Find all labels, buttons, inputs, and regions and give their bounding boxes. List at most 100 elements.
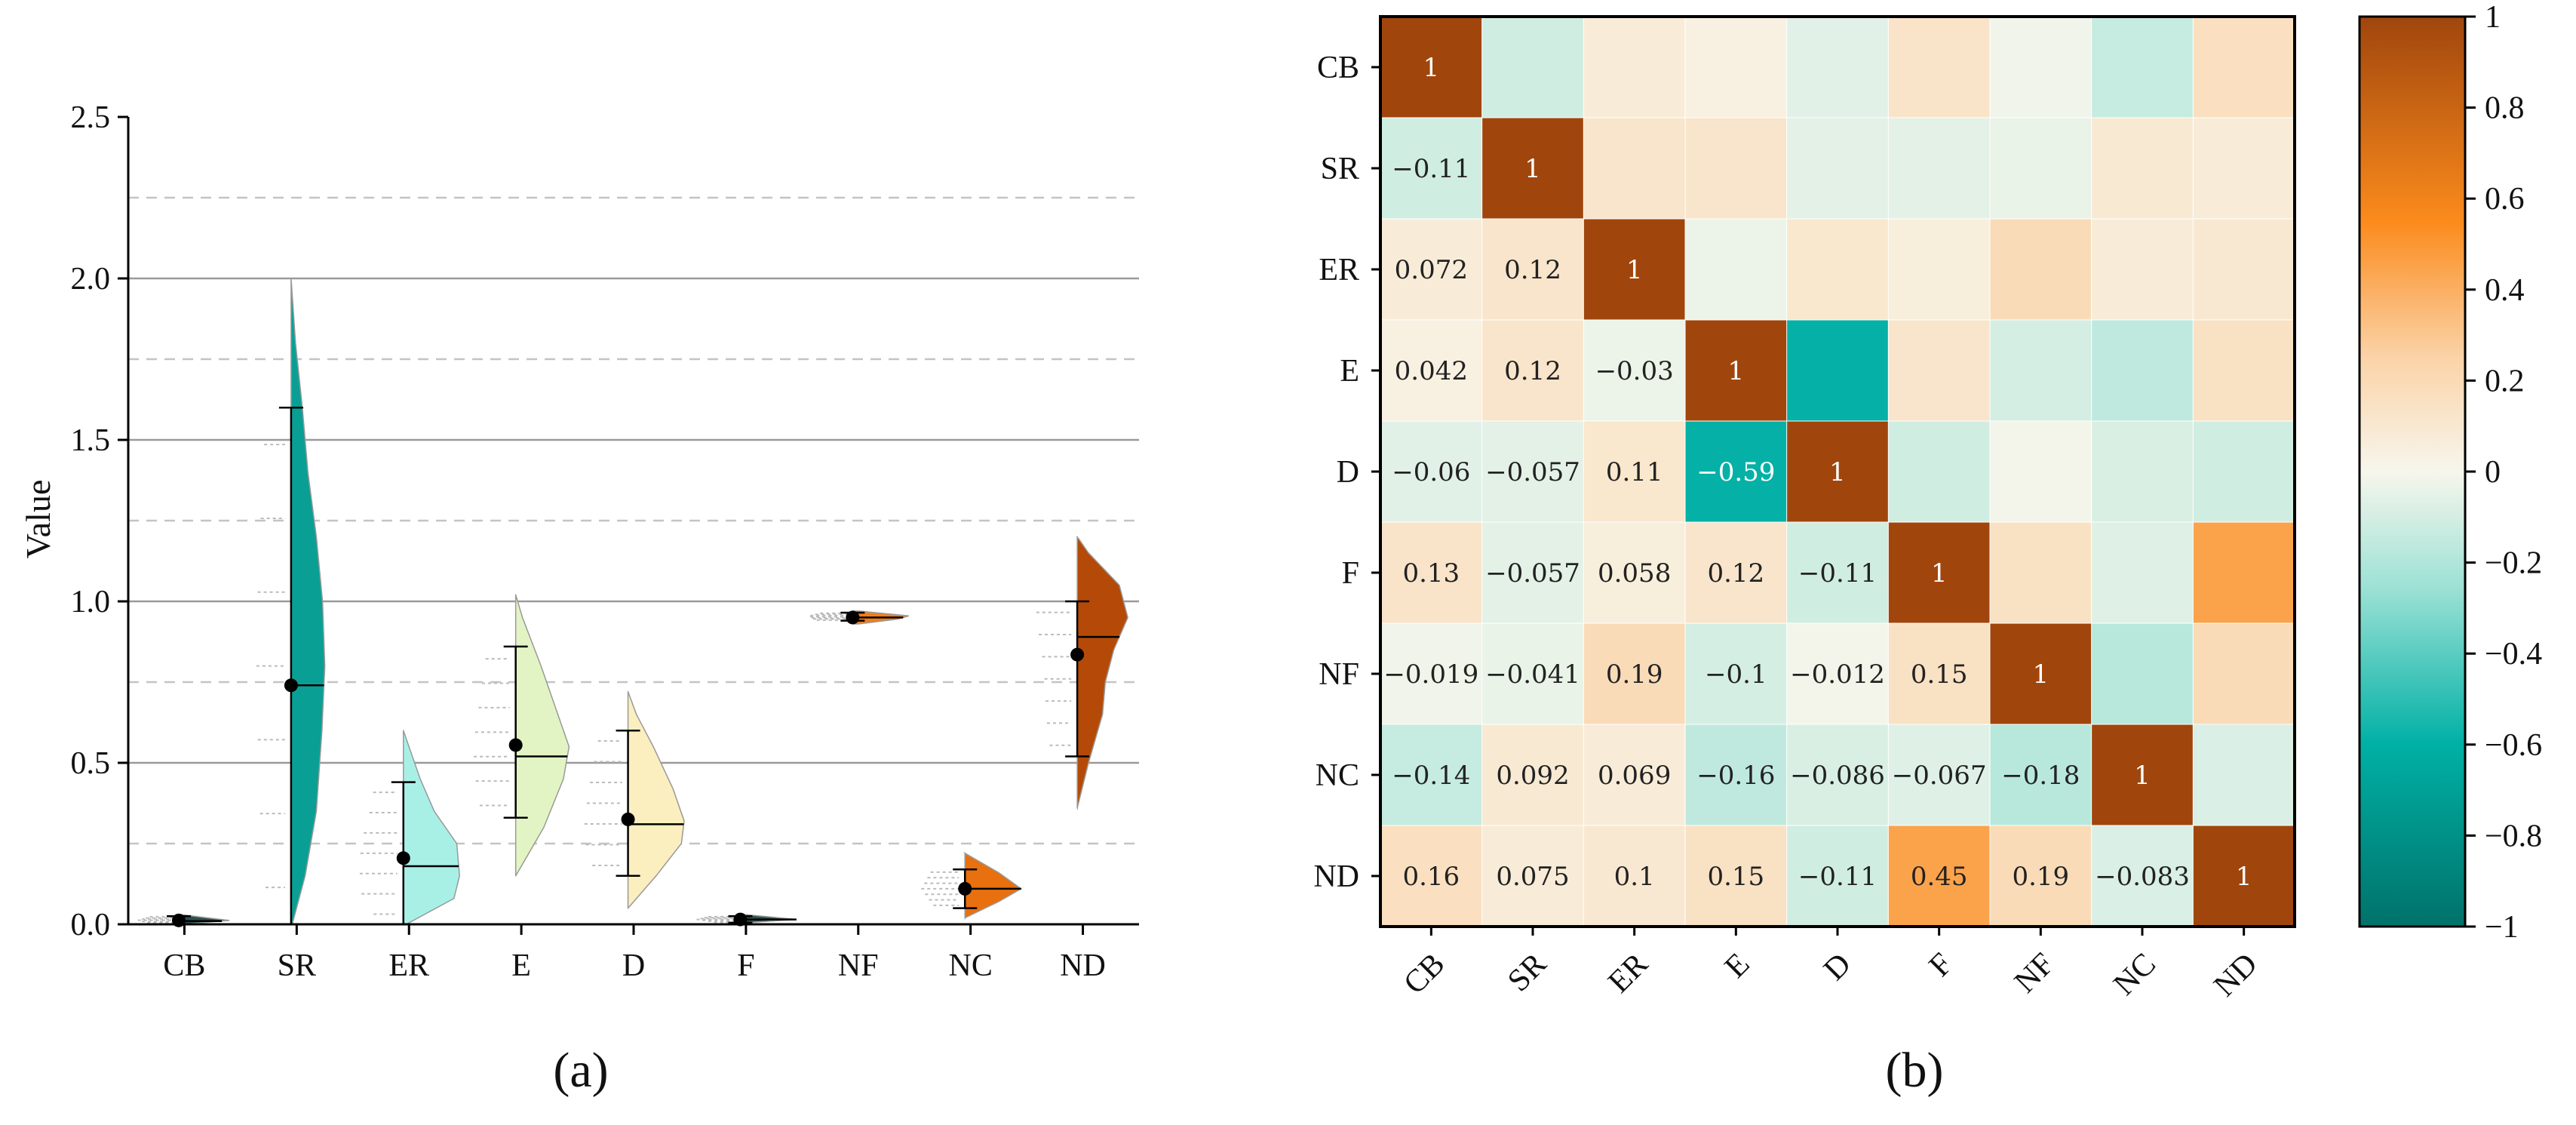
cell-value: −0.1 [1705,659,1767,690]
heatmap-cell [1481,218,1585,321]
mean-point [958,881,972,896]
heatmap-cell [2192,319,2295,422]
violin-shape [1076,536,1128,809]
heatmap-cell [1684,521,1788,624]
violin-shape [627,690,685,909]
heatmap-cell [1684,117,1788,220]
x-tick-labels: CB SR ER E D F NF NC ND [163,948,1105,983]
colorbar-tick-label: 1 [2485,0,2501,35]
heatmap-cell [1380,319,1483,422]
heatmap-cell [1786,622,1890,725]
heatmap-cell [1583,319,1686,422]
cell-value: 0.19 [1606,659,1663,690]
heatmap-cell [1583,117,1686,220]
column-label: NC [2107,947,2163,1003]
y-tick-label: 1.0 [71,585,111,619]
violin-shape [290,278,326,925]
cell-annotations: 1−0.11 10.072 0.12 10.042 0.12 −0.03 1−0.06 −0.… [1383,53,2252,892]
mean-point [508,738,523,752]
colorbar-tick-label: −0.8 [2485,819,2542,853]
mean-point [733,912,748,927]
heatmap-cell [2091,622,2194,725]
heatmap-cell [1887,218,1991,321]
column-labels: CB SR ER E D F NF NC ND [1397,927,2264,1004]
heatmap-cells [1380,16,2295,927]
heatmap-cell [1583,622,1686,725]
violin-nf [809,610,910,625]
heatmap-cell [1786,16,1890,118]
row-labels: CB SR ER E D F NF NC ND [1313,51,1380,894]
heatmap-chart: 1−0.11 10.072 0.12 10.042 0.12 −0.03 1−0.06 −0.… [1313,0,2542,1098]
colorbar-gradient [2358,15,2467,928]
row-label: F [1342,556,1359,591]
heatmap-cell [1989,724,2092,826]
column-label: E [1718,947,1757,985]
column-label: SR [1501,947,1553,999]
heatmap-cell [2091,420,2194,523]
heatmap-cell [1380,521,1483,624]
heatmap-cell [1481,420,1585,523]
cell-value: −0.14 [1392,761,1470,791]
cell-value: 0.042 [1395,356,1468,386]
heatmap-cell [1887,16,1991,118]
colorbar-tick-label: 0.6 [2485,182,2525,217]
heatmap-cell [1380,218,1483,321]
cell-value: −0.041 [1485,659,1580,690]
cell-value: −0.019 [1383,659,1478,690]
row-label: CB [1317,51,1359,85]
column-label: CB [1397,947,1451,1001]
heatmap-cell [1786,420,1890,523]
cell-value: 0.15 [1911,659,1968,690]
cell-value: 0.19 [2012,862,2069,892]
row-label: NC [1316,758,1359,793]
violin-e [474,593,570,877]
cell-value: 1 [1524,154,1541,184]
mean-point [396,851,410,865]
heatmap-cell [2091,825,2194,927]
cell-value: 1 [2033,659,2049,690]
heatmap-cell [1887,420,1991,523]
violin-shape [963,851,1023,919]
cell-value: −0.057 [1485,457,1580,487]
heatmap-cell [1380,420,1483,523]
x-tick-label: CB [163,948,205,983]
heatmap-cell [1786,724,1890,826]
heatmap-cell [2192,218,2295,321]
heatmap-cell [1380,622,1483,725]
heatmap-cell [1786,319,1890,422]
x-tick-label: NC [948,948,992,983]
row-label: E [1340,354,1359,389]
cell-value: −0.083 [2095,862,2190,892]
row-label: ND [1313,859,1359,894]
cell-value: 1 [1931,558,1948,589]
cell-value: 0.072 [1395,255,1468,285]
mean-point [846,610,860,625]
cell-value: 1 [1626,255,1643,285]
heatmap-cell [1380,117,1483,220]
colorbar-tick-label: −0.6 [2485,728,2542,763]
heatmap-cell [1786,117,1890,220]
column-label: NF [2008,947,2062,1001]
cell-value: 0.11 [1606,457,1663,487]
y-tick-label: 0.5 [71,746,111,781]
cell-value: 0.16 [1402,862,1460,892]
cell-value: −0.067 [1892,761,1987,791]
heatmap-cell [2091,117,2194,220]
y-axis-label: Value [19,480,57,559]
row-label: D [1337,455,1359,490]
row-label: SR [1321,152,1359,186]
cell-value: 0.13 [1402,558,1460,589]
cell-value: −0.11 [1798,862,1877,892]
heatmap-cell [1380,16,1483,118]
heatmap-cell [1786,521,1890,624]
heatmap-cell [1583,521,1686,624]
cell-value: −0.11 [1798,558,1877,589]
cell-value: −0.086 [1790,761,1885,791]
row-label: NF [1319,657,1359,692]
violin-f [696,912,797,927]
x-tick-label: D [622,948,645,983]
mean-point [284,678,298,693]
heatmap-cell [1380,825,1483,927]
x-tick-label: F [737,948,754,983]
